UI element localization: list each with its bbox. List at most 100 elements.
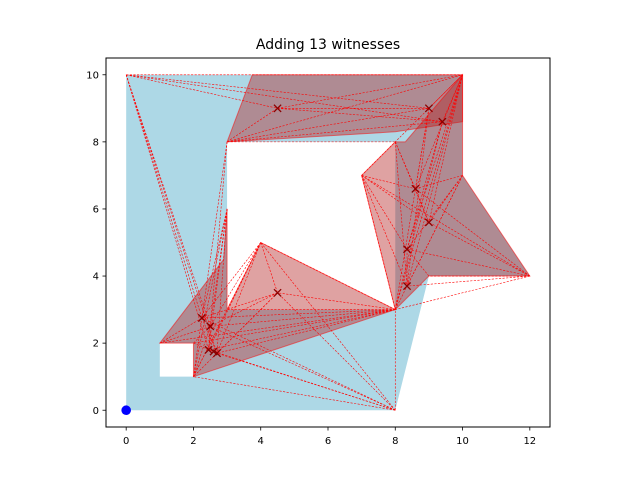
sight-line-12 — [226, 108, 278, 143]
y-tick-label: 0 — [93, 406, 99, 417]
sight-line-65 — [216, 352, 396, 411]
sight-line-61 — [193, 309, 396, 344]
witness-marker-6 — [402, 245, 412, 254]
sight-line-66 — [277, 292, 396, 411]
sight-line-50 — [406, 249, 430, 277]
sight-line-82 — [193, 309, 228, 377]
x-tick-label: 10 — [456, 436, 469, 447]
witness-marker-2 — [424, 104, 433, 113]
sight-line-30 — [394, 141, 408, 287]
sight-line-33 — [361, 175, 530, 277]
x-tick-label: 8 — [392, 436, 398, 447]
visibility-polygon-2 — [361, 73, 531, 311]
sight-line-93 — [208, 326, 211, 350]
sight-line-40 — [415, 175, 463, 190]
sight-line-23 — [394, 74, 463, 310]
sight-line-74 — [260, 242, 278, 293]
sight-line-80 — [193, 317, 203, 377]
x-axis: 0 2 4 6 8 10 12 — [123, 427, 536, 447]
sight-line-47 — [407, 275, 530, 287]
sight-line-45 — [428, 222, 530, 277]
sight-line-86 — [201, 208, 228, 319]
sight-line-63 — [210, 326, 396, 411]
sight-line-85 — [159, 326, 211, 344]
sight-line-79 — [193, 292, 278, 377]
plot-area — [125, 73, 531, 411]
sight-line-32 — [394, 141, 416, 189]
sight-line-73 — [216, 242, 262, 354]
sight-line-71 — [210, 242, 261, 327]
y-tick-label: 8 — [93, 137, 99, 148]
sight-line-76 — [201, 292, 278, 319]
sight-line-22 — [406, 74, 463, 287]
sight-line-44 — [415, 188, 531, 277]
sight-line-10 — [227, 121, 443, 143]
sight-line-18 — [442, 74, 463, 122]
sight-line-4 — [125, 74, 218, 354]
y-tick-label: 2 — [93, 339, 99, 350]
witness-marker-1 — [273, 104, 282, 113]
sight-line-88 — [208, 208, 228, 350]
sight-line-37 — [361, 175, 408, 287]
sight-line-84 — [159, 317, 203, 344]
x-tick-label: 2 — [190, 436, 196, 447]
sight-line-7 — [126, 74, 443, 123]
sight-line-24 — [361, 74, 463, 176]
sight-line-89 — [216, 208, 228, 354]
sight-line-14 — [277, 74, 463, 109]
witness-marker-9 — [197, 313, 206, 323]
chart-title: Adding 13 witnesses — [256, 37, 400, 53]
witness-marker-7 — [402, 282, 412, 291]
sight-line-56 — [216, 309, 396, 354]
witness-marker-5 — [424, 218, 433, 227]
sight-line-38 — [361, 175, 396, 310]
sight-line-34 — [361, 175, 416, 190]
y-tick-label: 6 — [93, 205, 99, 216]
sight-line-57 — [277, 292, 396, 310]
sight-line-90 — [201, 141, 228, 319]
witness-marker-10 — [206, 322, 215, 331]
y-tick-label: 10 — [86, 70, 99, 81]
sight-line-9 — [227, 108, 429, 143]
witness-marker-4 — [411, 184, 420, 193]
sight-line-68 — [193, 376, 396, 411]
x-tick-label: 4 — [258, 436, 264, 447]
sight-line-48 — [395, 275, 530, 310]
sight-line-51 — [415, 188, 430, 223]
witness-marker-3 — [438, 117, 447, 126]
sight-line-29 — [415, 108, 430, 189]
witness-marker-8 — [273, 288, 282, 297]
witness-marker-13 — [209, 347, 218, 356]
sight-line-35 — [361, 175, 430, 223]
x-tick-label: 6 — [325, 436, 331, 447]
y-axis: 0 2 4 6 8 10 — [86, 70, 106, 417]
sight-line-36 — [361, 175, 408, 250]
art-gallery-region — [126, 74, 530, 411]
sight-line-42 — [406, 175, 463, 250]
sight-line-3 — [125, 74, 209, 350]
sight-line-15 — [277, 108, 443, 123]
sight-line-81 — [193, 326, 211, 377]
sight-line-11 — [227, 74, 463, 143]
sight-line-94 — [193, 342, 218, 354]
sight-line-6 — [126, 74, 429, 109]
sight-line-83 — [193, 208, 228, 377]
sight-line-19 — [415, 74, 463, 189]
x-tick-label: 12 — [523, 436, 536, 447]
witness-marker-11 — [204, 345, 213, 354]
sight-line-70 — [201, 242, 261, 319]
sight-line-62 — [201, 317, 396, 411]
sight-line-91 — [209, 141, 228, 327]
y-tick-label: 4 — [93, 272, 99, 283]
sight-line-20 — [428, 74, 463, 223]
x-tick-label: 0 — [123, 436, 129, 447]
sight-line-46 — [406, 248, 530, 277]
sight-line-25 — [406, 108, 430, 287]
sight-line-41 — [428, 175, 463, 223]
sight-line-21 — [406, 74, 463, 250]
sight-line-2 — [125, 74, 211, 327]
sight-line-5 — [126, 74, 278, 109]
sight-line-27 — [406, 121, 443, 250]
guard-point — [121, 405, 131, 416]
